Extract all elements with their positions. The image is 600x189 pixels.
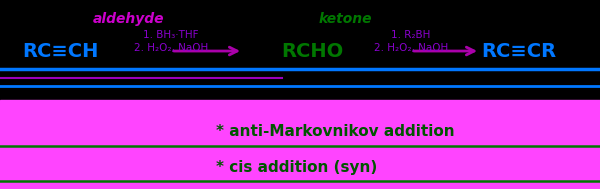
- Text: RC≡CR: RC≡CR: [481, 42, 557, 60]
- Text: RCHO: RCHO: [281, 42, 343, 60]
- Text: 2. H₂O₂, NaOH: 2. H₂O₂, NaOH: [134, 43, 208, 53]
- Text: aldehyde: aldehyde: [93, 12, 165, 26]
- Text: 2. H₂O₂, NaOH: 2. H₂O₂, NaOH: [374, 43, 448, 53]
- Text: 1. R₂BH: 1. R₂BH: [391, 30, 431, 40]
- Text: 1. BH₃·THF: 1. BH₃·THF: [143, 30, 199, 40]
- Text: * cis addition (syn): * cis addition (syn): [216, 160, 377, 175]
- Text: * anti-Markovnikov addition: * anti-Markovnikov addition: [216, 124, 455, 139]
- Text: RC≡CH: RC≡CH: [22, 42, 98, 60]
- Bar: [0, 100, 600, 189]
- Text: ketone: ketone: [318, 12, 372, 26]
